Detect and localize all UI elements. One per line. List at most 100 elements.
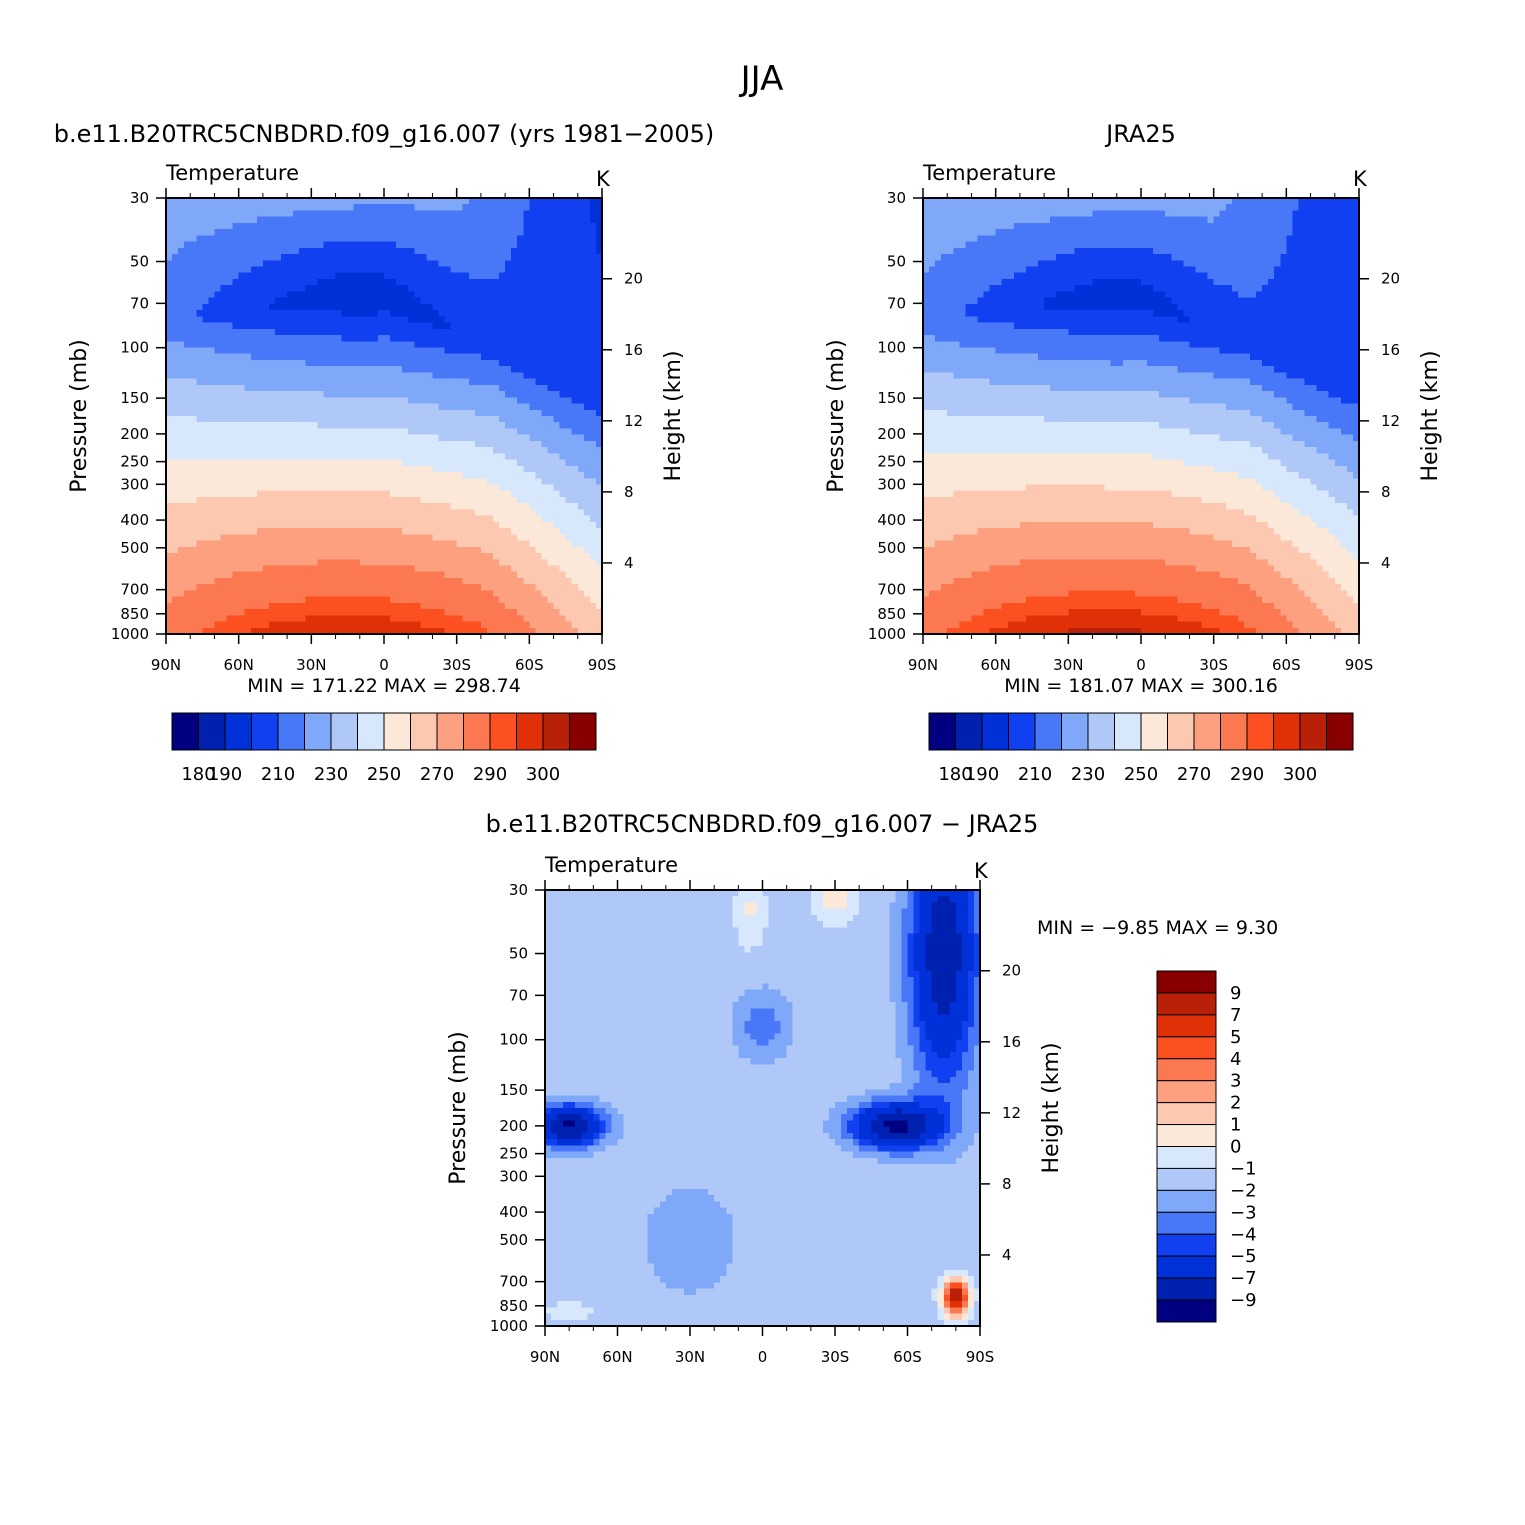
contour-cell (535, 447, 543, 454)
contour-cell (583, 540, 591, 548)
contour-cell (172, 216, 179, 224)
contour-cell (287, 422, 294, 430)
contour-cell (305, 409, 312, 417)
contour-cell (499, 559, 506, 567)
contour-cell (474, 484, 482, 492)
contour-cell (553, 316, 561, 324)
contour-cell (365, 465, 373, 473)
contour-cell (541, 428, 549, 436)
contour-cell (511, 216, 518, 224)
contour-cell (208, 247, 216, 255)
contour-cell (178, 403, 185, 411)
contour-cell (480, 260, 488, 268)
contour-cell (505, 409, 512, 417)
contour-cell (244, 615, 252, 623)
contour-cell (396, 353, 403, 361)
contour-cell (311, 565, 318, 573)
contour-cell (511, 490, 518, 498)
contour-cell (359, 571, 367, 579)
contour-cell (426, 216, 434, 224)
contour-cell (577, 322, 585, 330)
contour-cell (565, 553, 573, 560)
contour-cell (402, 472, 409, 479)
contour-cell (432, 447, 440, 454)
contour-cell (232, 577, 240, 585)
contour-cell (299, 297, 306, 305)
contour-cell (226, 509, 234, 517)
contour-cell (226, 372, 234, 380)
contour-cell (335, 465, 343, 473)
contour-cell (480, 478, 488, 486)
contour-cell (414, 222, 421, 230)
contour-cell (311, 609, 318, 616)
contour-cell (456, 602, 464, 610)
contour-cell (499, 627, 506, 635)
contour-cell (541, 204, 549, 212)
contour-cell (323, 403, 331, 411)
contour-cell (214, 260, 222, 268)
contour-cell (517, 366, 524, 373)
contour-cell (232, 328, 240, 336)
contour-cell (523, 490, 530, 498)
contour-cell (577, 366, 585, 373)
contour-cell (480, 322, 488, 330)
contour-cell (583, 428, 591, 436)
contour-cell (529, 434, 536, 442)
contour-cell (450, 322, 458, 330)
contour-cell (493, 534, 500, 542)
contour-cell (347, 335, 355, 342)
contour-cell (196, 266, 203, 274)
contour-cell (438, 416, 446, 423)
contour-cell (553, 341, 561, 349)
contour-cell (299, 484, 306, 492)
contour-cell (268, 322, 276, 330)
contour-cell (462, 472, 470, 479)
contour-cell (178, 222, 185, 230)
contour-cell (377, 254, 385, 261)
contour-cell (335, 528, 343, 535)
contour-cell (353, 515, 361, 523)
contour-cell (244, 235, 252, 243)
contour-cell (511, 416, 518, 423)
contour-cell (178, 571, 185, 579)
contour-cell (396, 565, 403, 573)
contour-cell (293, 521, 300, 529)
contour-cell (281, 322, 288, 330)
contour-cell (166, 409, 173, 417)
contour-cell (438, 303, 446, 311)
contour-cell (450, 528, 458, 535)
contour-cell (196, 384, 203, 392)
contour-cell (178, 559, 185, 567)
contour-cell (226, 496, 234, 504)
contour-cell (450, 303, 458, 311)
contour-cell (202, 453, 209, 461)
contour-cell (468, 615, 476, 623)
contour-cell (390, 366, 397, 373)
contour-cell (402, 590, 409, 598)
contour-cell (553, 453, 561, 461)
contour-cell (414, 503, 421, 511)
contour-cell (426, 534, 434, 542)
contour-cell (323, 609, 331, 616)
contour-cell (583, 347, 591, 355)
contour-cell (396, 335, 403, 342)
contour-cell (281, 403, 288, 411)
contour-cell (262, 341, 270, 349)
contour-cell (244, 216, 252, 224)
contour-cell (377, 210, 385, 218)
contour-cell (365, 347, 373, 355)
contour-cell (499, 372, 506, 380)
contour-cell (250, 627, 258, 635)
contour-cell (408, 546, 415, 554)
contour-cell (553, 353, 561, 361)
contour-cell (166, 478, 173, 486)
contour-cell (553, 403, 561, 411)
contour-cell (335, 328, 343, 336)
contour-cell (499, 328, 506, 336)
contour-cell (577, 440, 585, 448)
contour-cell (571, 465, 579, 473)
contour-cell (256, 254, 264, 261)
contour-cell (341, 615, 349, 623)
contour-cell (329, 546, 337, 554)
